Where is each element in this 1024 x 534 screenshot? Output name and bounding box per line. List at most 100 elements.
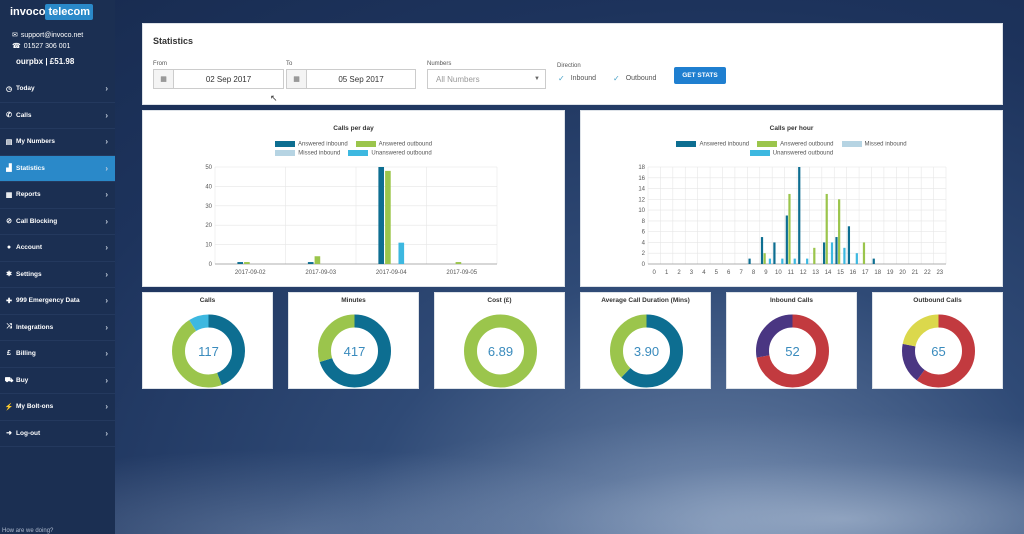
- donut-value: 6.89: [488, 344, 513, 359]
- chevron-right-icon: ›: [105, 216, 108, 226]
- calls-per-day-title: Calls per day: [333, 125, 374, 132]
- bar[interactable]: [843, 247, 846, 264]
- chevron-right-icon: ›: [105, 84, 108, 94]
- feedback-link[interactable]: How are we doing?: [2, 528, 54, 534]
- filter-panel: Statistics From ▦ 02 Sep 2017 To ▦ 05 Se…: [142, 23, 1003, 105]
- bar[interactable]: [830, 242, 834, 264]
- sidebar-item-label: Buy: [16, 376, 29, 384]
- donut-chart: 6.89: [464, 314, 537, 388]
- legend-item[interactable]: Answered inbound: [676, 141, 749, 148]
- bar[interactable]: [835, 237, 838, 264]
- get-stats-button[interactable]: GET STATS: [674, 67, 726, 84]
- bar[interactable]: [785, 215, 788, 265]
- bar[interactable]: [855, 253, 858, 264]
- calls-per-day-legend: Answered inbound Answered outbound Missed …: [143, 141, 564, 156]
- numbers-select[interactable]: All Numbers ▼: [427, 69, 546, 89]
- sidebar-item-calls[interactable]: ✆ Calls ›: [0, 103, 115, 129]
- bar[interactable]: [781, 258, 784, 264]
- inbound-label: Inbound: [570, 75, 597, 82]
- bar[interactable]: [793, 258, 796, 264]
- calendar-icon[interactable]: ▦: [287, 70, 307, 88]
- bar[interactable]: [398, 242, 405, 264]
- x-tick-label: 2017-09-05: [446, 270, 477, 276]
- bar[interactable]: [825, 193, 828, 264]
- bar[interactable]: [862, 242, 866, 264]
- sidebar-item-settings[interactable]: ✱ Settings ›: [0, 262, 115, 288]
- inbound-checkbox[interactable]: ✓ Inbound: [558, 74, 596, 83]
- bar[interactable]: [385, 170, 391, 264]
- from-date-value[interactable]: 02 Sep 2017: [205, 74, 252, 84]
- y-tick-label: 40: [205, 184, 212, 190]
- x-tick-label: 13: [812, 270, 819, 276]
- x-tick-label: 15: [837, 270, 844, 276]
- y-tick-label: 4: [642, 240, 646, 246]
- x-tick-label: 1: [665, 270, 669, 276]
- sidebar-item-label: Today: [16, 85, 35, 93]
- sidebar-item-my-bolt-ons[interactable]: ⚡ My Bolt-ons ›: [0, 394, 115, 421]
- sidebar-item-account[interactable]: ● Account ›: [0, 235, 115, 262]
- chevron-right-icon: ›: [105, 349, 108, 359]
- support-email[interactable]: support@invoco.net: [20, 32, 84, 39]
- bar[interactable]: [307, 262, 314, 264]
- bar[interactable]: [822, 242, 826, 264]
- sidebar-item-today[interactable]: ◷ Today ›: [0, 76, 115, 103]
- legend-item[interactable]: Answered outbound: [355, 141, 432, 148]
- caret-down-icon: ▼: [534, 76, 540, 82]
- donut-segment[interactable]: [318, 314, 391, 388]
- donut-segment[interactable]: [902, 314, 975, 388]
- donut-segment[interactable]: [756, 314, 829, 388]
- legend-item[interactable]: Missed inbound: [841, 141, 907, 148]
- outbound-checkbox[interactable]: ✓ Outbound: [613, 74, 656, 83]
- bar[interactable]: [847, 226, 851, 264]
- sidebar-item-label: Log-out: [16, 429, 41, 437]
- sidebar-item-integrations[interactable]: ⤨ Integrations ›: [0, 315, 115, 341]
- sidebar: invoco telecom ✉ support@invoco.net ☎ 01527…: [0, 0, 115, 534]
- bar[interactable]: [798, 167, 801, 264]
- bar[interactable]: [760, 237, 764, 264]
- legend-item[interactable]: Answered outbound: [757, 141, 834, 148]
- bar[interactable]: [773, 242, 776, 264]
- bar[interactable]: [763, 253, 766, 264]
- sidebar-item-label: Statistics: [16, 164, 45, 172]
- bar[interactable]: [806, 258, 809, 264]
- donut-segment[interactable]: [172, 314, 245, 388]
- sidebar-item-reports[interactable]: ▦ Reports ›: [0, 182, 115, 209]
- donut-title: Calls: [199, 297, 216, 304]
- sidebar-item-log-out[interactable]: ➜ Log-out ›: [0, 421, 115, 447]
- bar[interactable]: [314, 256, 321, 264]
- calendar-icon[interactable]: ▦: [154, 70, 174, 88]
- bar[interactable]: [455, 262, 462, 264]
- x-tick-label: 2017-09-04: [376, 270, 407, 276]
- donut-segment[interactable]: [610, 314, 683, 388]
- sidebar-item-statistics[interactable]: ▟ Statistics ›: [0, 155, 115, 182]
- sidebar-item-999-emergency-data[interactable]: ✚ 999 Emergency Data ›: [0, 288, 115, 315]
- sidebar-item-buy[interactable]: ⛟ Buy ›: [0, 368, 115, 394]
- to-date-field[interactable]: ▦ 05 Sep 2017: [286, 69, 416, 89]
- legend-item[interactable]: Unanswered outbound: [749, 149, 833, 156]
- legend-item[interactable]: Unanswered outbound: [348, 149, 432, 156]
- bar[interactable]: [748, 258, 751, 264]
- x-tick-label: 6: [727, 270, 731, 276]
- bar[interactable]: [788, 193, 791, 264]
- bar[interactable]: [813, 247, 816, 264]
- from-date-field[interactable]: ▦ 02 Sep 2017: [153, 69, 284, 89]
- sidebar-item-call-blocking[interactable]: ⊘ Call Blocking ›: [0, 209, 115, 235]
- donut-segment[interactable]: [464, 314, 537, 388]
- donut-segment[interactable]: [902, 314, 975, 388]
- to-date-value[interactable]: 05 Sep 2017: [338, 74, 384, 84]
- calls-per-day-panel: Calls per day Answered inbound Answered o…: [142, 110, 565, 287]
- logo[interactable]: invoco telecom: [10, 3, 94, 21]
- donut-segment[interactable]: [172, 314, 245, 388]
- legend-item[interactable]: Answered inbound: [274, 141, 348, 148]
- bar[interactable]: [872, 258, 875, 264]
- bar[interactable]: [237, 262, 244, 264]
- sidebar-item-my-numbers[interactable]: ▤ My Numbers ›: [0, 129, 115, 156]
- bar[interactable]: [768, 258, 772, 264]
- legend-swatch: [749, 149, 770, 156]
- bar[interactable]: [244, 262, 250, 264]
- sidebar-item-billing[interactable]: £ Billing ›: [0, 341, 115, 368]
- legend-item[interactable]: Missed inbound: [275, 149, 340, 156]
- y-tick-label: 10: [638, 208, 645, 214]
- bar[interactable]: [838, 199, 841, 264]
- bar[interactable]: [378, 167, 385, 264]
